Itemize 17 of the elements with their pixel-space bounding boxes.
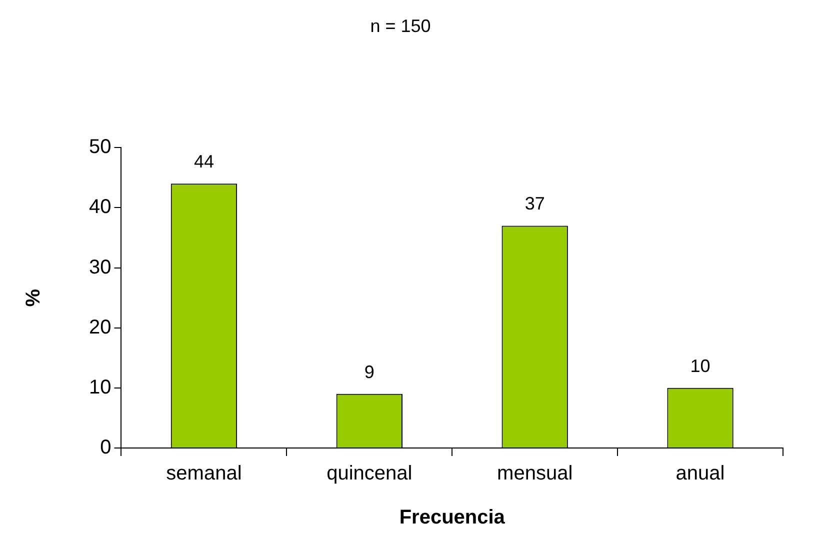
x-axis-title: Frecuencia — [399, 506, 506, 529]
data-label: 44 — [194, 152, 214, 172]
y-tick-label: 10 — [88, 376, 112, 398]
y-tick-label: 40 — [88, 196, 112, 218]
chart-title: n = 150 — [370, 16, 431, 36]
data-label: 9 — [364, 362, 374, 382]
x-tick-label: anual — [676, 462, 725, 485]
x-tick-label: mensual — [497, 462, 573, 485]
x-tick-label: quincenal — [326, 462, 412, 485]
data-label: 37 — [524, 194, 545, 214]
y-tick-label: 0 — [100, 436, 112, 459]
y-tick-label: 30 — [88, 256, 112, 278]
data-label: 10 — [690, 356, 710, 376]
y-tick-label: 20 — [88, 316, 112, 338]
y-axis-title: % — [22, 288, 45, 307]
y-tick-label: 50 — [88, 136, 112, 158]
x-tick-label: semanal — [166, 462, 242, 485]
